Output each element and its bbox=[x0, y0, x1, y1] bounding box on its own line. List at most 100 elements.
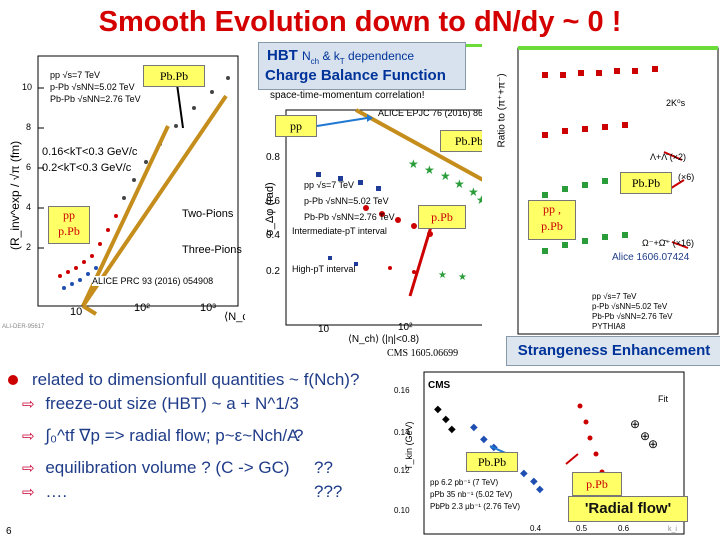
hbt-point bbox=[62, 286, 66, 290]
cms-point bbox=[593, 451, 599, 457]
cms-point: ◆ bbox=[470, 422, 478, 433]
cms-ref: CMS 1605.06699 bbox=[387, 348, 459, 359]
bullet-sub-2-text: ∫₀^tf ∇p => radial flow; p~ε~Nch/A bbox=[45, 426, 299, 445]
cms-point bbox=[583, 419, 589, 425]
bullet-sub-1: ⇨ freeze-out size (HBT) ~ a + N^1/3 bbox=[22, 394, 299, 414]
cms-legend-2: pPb 35 nb⁻¹ (5.02 TeV) bbox=[430, 490, 513, 499]
cbf-blue-arrow-head bbox=[367, 114, 373, 122]
cbf-point: ★ bbox=[438, 270, 447, 281]
hbt-kt2: 0.2<kT<0.3 GeV/c bbox=[42, 162, 132, 174]
cbf-point bbox=[358, 180, 363, 185]
hbt-nch-sub: ch bbox=[310, 57, 320, 66]
cms-fit-label: Fit bbox=[658, 394, 668, 404]
cms-legend-3: PbPb 2.3 μb⁻¹ (2.76 TeV) bbox=[430, 502, 521, 511]
hbt-three-pions: Three-Pions bbox=[182, 244, 242, 256]
cms-point: ⊕ bbox=[648, 437, 658, 451]
hbt-legend-2: p-Pb √sNN=5.02 TeV bbox=[50, 82, 135, 92]
cbf-point bbox=[328, 256, 332, 260]
hbt-frame bbox=[37, 55, 239, 307]
hbt-point bbox=[192, 106, 196, 110]
hbt-kt-sub: T bbox=[339, 57, 345, 66]
hbt-point bbox=[210, 90, 214, 94]
cms-xtick-1: 0.4 bbox=[530, 524, 542, 533]
label-pbpb-strange: Pb.Pb bbox=[620, 172, 672, 194]
strange-point bbox=[542, 192, 548, 198]
hbt-legend-3: Pb-Pb √sNN=2.76 TeV bbox=[50, 94, 141, 104]
hbt-ytick-3: 6 bbox=[26, 162, 32, 172]
cbf-point: ★ bbox=[476, 193, 487, 207]
hbt-legend-1: pp √s=7 TeV bbox=[50, 70, 101, 80]
cbf-ytick-4: 0.2 bbox=[266, 266, 280, 277]
cbf-legend-3: Pb-Pb √sNN=2.76 TeV bbox=[304, 212, 395, 222]
cbf-xtick-2: 10² bbox=[398, 322, 413, 333]
strange-species-4: Ω⁻+Ω̄⁺ (×16) bbox=[642, 238, 694, 248]
label-pp-ppb-strange-text: pp , p.Pb bbox=[541, 202, 563, 233]
alice-prc-ref: ALICE PRC 93 (2016) 054908 bbox=[92, 276, 214, 286]
cbf-ytick-1: 0.8 bbox=[266, 152, 280, 163]
hbt-point bbox=[70, 282, 74, 286]
hbt-word: HBT bbox=[267, 47, 298, 64]
cbf-points: ★ ★ ★ ★ ★ ★ ★ ★ bbox=[316, 157, 487, 283]
hbt-point bbox=[74, 266, 78, 270]
strange-point bbox=[562, 242, 568, 248]
hbt-xtick-2: 10² bbox=[134, 302, 150, 314]
strange-legend-2: p-Pb √sNN=5.02 TeV bbox=[592, 302, 668, 311]
bullet-main-text: related to dimensionfull quantities ~ f(… bbox=[32, 370, 360, 389]
hbt-ytick-1: 10 bbox=[22, 82, 33, 92]
cms-point bbox=[587, 435, 593, 441]
hbt-kt1: 0.16<kT<0.3 GeV/c bbox=[42, 146, 138, 158]
cms-legend-1: pp 6.2 pb⁻¹ (7 TeV) bbox=[430, 478, 499, 487]
cbf-point bbox=[354, 262, 358, 266]
hbt-point bbox=[106, 228, 110, 232]
hbt-trend-base bbox=[81, 304, 98, 316]
cbf-legend-2: p-Pb √sNN=5.02 TeV bbox=[304, 196, 389, 206]
cbf-point: ★ bbox=[440, 169, 451, 183]
hbt-ylabel: (R_inv^exp / √π (fm) bbox=[8, 140, 22, 250]
strange-point bbox=[582, 126, 588, 132]
strange-point bbox=[562, 128, 568, 134]
cbf-point: ★ bbox=[424, 163, 435, 177]
hbt-nch-n: N bbox=[302, 49, 311, 63]
hbt-point bbox=[90, 254, 94, 258]
label-ppb-cms: p.Pb bbox=[572, 472, 622, 496]
hbt-kt-k: & k bbox=[319, 49, 340, 63]
cms-xtick-2: 0.5 bbox=[576, 524, 588, 533]
hbt-point bbox=[94, 266, 98, 270]
bullet-sub-2: ⇨ ∫₀^tf ∇p => radial flow; p~ε~Nch/A bbox=[22, 426, 298, 446]
alice-1606-ref: Alice 1606.07424 bbox=[612, 252, 690, 263]
strange-legend-3: Pb-Pb √sNN=2.76 TeV bbox=[592, 312, 673, 321]
hbt-plot: (R_inv^exp / √π (fm) 10 8 6 4 2 pp √s=7 … bbox=[0, 48, 245, 340]
strangeness-box: Strangeness Enhancement bbox=[506, 336, 720, 366]
bullet-main: related to dimensionfull quantities ~ f(… bbox=[8, 370, 359, 390]
hbt-point bbox=[144, 160, 148, 164]
hbt-xtick-3: 10³ bbox=[200, 302, 216, 314]
cbf-point: ★ bbox=[468, 185, 479, 199]
strange-point bbox=[582, 182, 588, 188]
strange-species-3: (×6) bbox=[678, 172, 695, 182]
hbt-ytick-2: 8 bbox=[26, 122, 32, 132]
hbt-point bbox=[114, 214, 118, 218]
bullet-sub-3-right: ?? bbox=[314, 458, 333, 477]
cms-ytick-4: 0.10 bbox=[394, 506, 410, 515]
cbf-point bbox=[395, 217, 401, 223]
strange-point bbox=[542, 72, 548, 78]
cbf-trend-line bbox=[355, 108, 495, 188]
label-pp-ppb-hbt: pp p.Pb bbox=[48, 206, 90, 244]
cbf-xlabel: ⟨N_ch⟩ (|η|<0.8) bbox=[348, 334, 420, 345]
label-pp-cbf: pp bbox=[275, 115, 317, 137]
hbt-point bbox=[58, 274, 62, 278]
cms-point: ⊕ bbox=[630, 417, 640, 431]
alice-epjc-ref: ALICE EPJC 76 (2016) 86 bbox=[378, 108, 484, 118]
cbf-point bbox=[388, 266, 392, 270]
cbf-blue-arrow bbox=[316, 117, 368, 127]
cbf-point bbox=[316, 172, 321, 177]
hbt-point bbox=[82, 260, 86, 264]
cms-point: ◆ bbox=[448, 424, 456, 435]
bullet-sub-2-right: ? bbox=[294, 426, 304, 445]
cbf-red-arrow bbox=[408, 219, 435, 297]
hbt-two-pions: Two-Pions bbox=[182, 208, 234, 220]
hbt-point bbox=[86, 272, 90, 276]
label-pbpb-hbt: Pb.Pb bbox=[143, 65, 205, 87]
strange-species-2: Λ+Λ̄ (×2) bbox=[650, 152, 687, 162]
